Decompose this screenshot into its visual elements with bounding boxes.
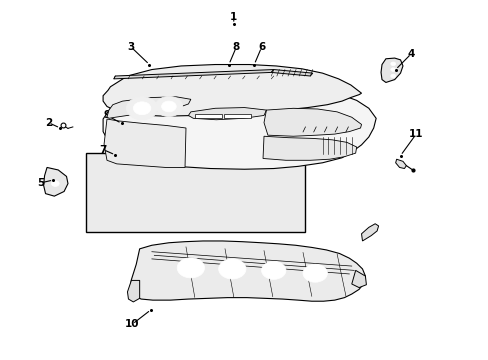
Polygon shape — [114, 69, 273, 79]
Text: 9: 9 — [103, 111, 110, 121]
Text: 6: 6 — [257, 42, 264, 52]
Circle shape — [261, 261, 285, 279]
Text: 4: 4 — [407, 49, 414, 59]
Polygon shape — [104, 119, 185, 167]
Text: 3: 3 — [127, 42, 135, 52]
Circle shape — [218, 259, 245, 279]
Text: 8: 8 — [232, 42, 239, 52]
Circle shape — [155, 96, 182, 117]
Polygon shape — [271, 69, 312, 76]
Circle shape — [161, 101, 176, 112]
Text: 7: 7 — [99, 144, 106, 154]
Circle shape — [303, 264, 327, 282]
Bar — [194, 114, 221, 118]
Polygon shape — [395, 159, 406, 168]
Polygon shape — [263, 136, 356, 160]
Circle shape — [390, 74, 395, 78]
Polygon shape — [361, 224, 378, 241]
Circle shape — [177, 258, 204, 278]
Bar — [224, 114, 250, 118]
Polygon shape — [103, 64, 361, 116]
Bar — [86, 153, 305, 232]
Circle shape — [51, 181, 59, 186]
Polygon shape — [130, 241, 365, 301]
Circle shape — [390, 62, 395, 66]
Polygon shape — [43, 167, 68, 196]
Polygon shape — [127, 280, 140, 302]
Circle shape — [126, 97, 158, 120]
Text: 10: 10 — [125, 319, 139, 329]
Circle shape — [133, 102, 151, 115]
Text: 11: 11 — [408, 129, 423, 139]
Polygon shape — [351, 270, 366, 288]
Polygon shape — [380, 58, 402, 82]
Polygon shape — [188, 108, 266, 120]
Text: 1: 1 — [230, 12, 237, 22]
Circle shape — [390, 68, 395, 71]
Text: 2: 2 — [45, 118, 52, 128]
Polygon shape — [264, 108, 361, 136]
Polygon shape — [107, 97, 190, 118]
Text: 5: 5 — [37, 178, 44, 188]
Polygon shape — [103, 82, 375, 169]
